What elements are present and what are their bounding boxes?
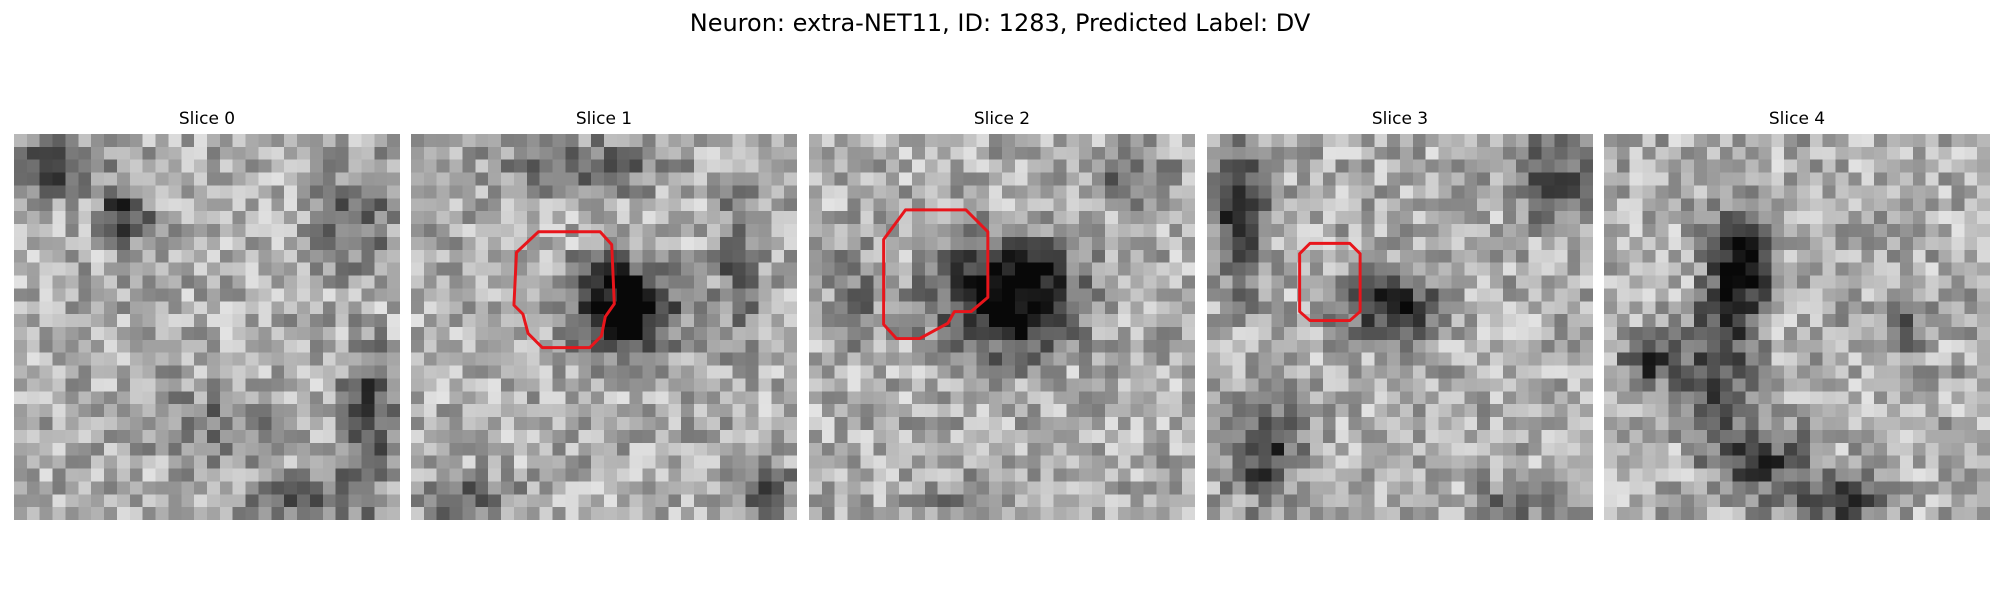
slice-panel-2: Slice 2 [809,108,1195,520]
slice-title: Slice 3 [1371,109,1429,129]
segmentation-contour [882,208,990,341]
slice-title: Slice 4 [1768,109,1826,129]
figure-title: Neuron: extra-NET11, ID: 1283, Predicted… [689,9,1311,37]
slice-title: Slice 2 [973,109,1031,129]
slice-image [809,134,1195,520]
slice-image [411,134,797,520]
slice-title: Slice 1 [575,109,633,129]
segmentation-contour [1298,241,1362,323]
slice-panel-1: Slice 1 [411,108,797,520]
slice-image [1604,134,1990,520]
slice-image [14,134,400,520]
slice-panel-4: Slice 4 [1604,108,1990,520]
slice-panel-3: Slice 3 [1207,108,1593,520]
slice-panel-0: Slice 0 [14,108,400,520]
slice-image [1207,134,1593,520]
slice-title: Slice 0 [178,109,236,129]
segmentation-contour [512,230,616,350]
